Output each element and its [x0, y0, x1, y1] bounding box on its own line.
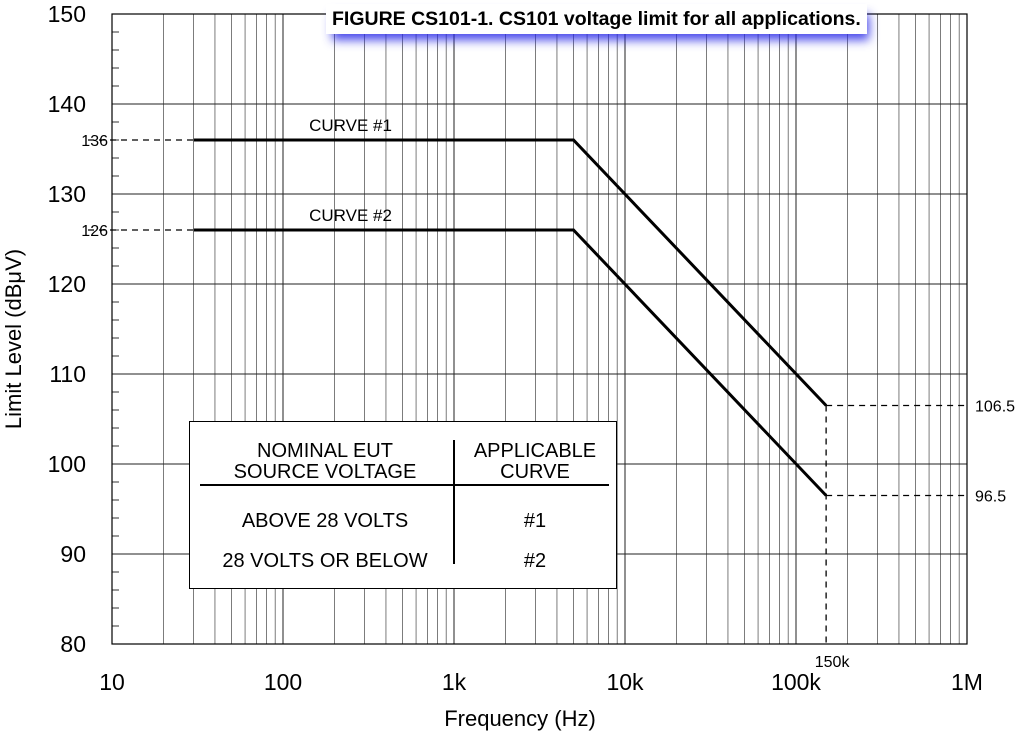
- table-header-curve-line1: APPLICABLE: [473, 440, 597, 462]
- table-header-voltage: NOMINAL EUT SOURCE VOLTAGE: [200, 441, 450, 483]
- curve-1-label: CURVE #1: [309, 116, 392, 135]
- table-row-1-curve: #1: [523, 510, 547, 532]
- table-header-curve-line2: CURVE: [500, 461, 570, 483]
- y-tick-label: 150: [48, 1, 86, 27]
- table-column-divider: [453, 440, 455, 564]
- y-tick-label: 140: [48, 91, 86, 117]
- y-tick-label: 80: [60, 631, 86, 657]
- table-header-curve: APPLICABLE CURVE: [455, 441, 615, 483]
- voltage-curve-table: NOMINAL EUT SOURCE VOLTAGE APPLICABLE CU…: [189, 421, 617, 589]
- table-header-divider: [200, 484, 609, 486]
- curve-2-line: [193, 228, 828, 497]
- table-row-1-voltage: ABOVE 28 VOLTS: [241, 510, 409, 532]
- x-tick-label: 10k: [606, 669, 644, 695]
- y-tick-label: 120: [48, 271, 86, 297]
- y-tick-label: 130: [48, 181, 86, 207]
- right-level-label: 106.5: [975, 399, 1015, 416]
- x-tick-label: 100k: [771, 669, 821, 695]
- y-axis-title: Limit Level (dBμV): [1, 249, 26, 429]
- left-level-label: 136: [81, 133, 108, 150]
- freq-marker-label: 150k: [815, 654, 851, 671]
- table-header-voltage-line2: SOURCE VOLTAGE: [233, 461, 417, 483]
- x-axis-title: Frequency (Hz): [444, 706, 596, 731]
- left-level-label: 126: [81, 223, 108, 240]
- x-tick-label: 1k: [442, 669, 467, 695]
- right-level-label: 96.5: [975, 489, 1006, 506]
- y-tick-label: 100: [48, 451, 86, 477]
- limit-curves: [193, 138, 828, 497]
- x-tick-label: 1M: [951, 669, 983, 695]
- table-header-voltage-line1: NOMINAL EUT: [257, 440, 393, 462]
- curve-2-label: CURVE #2: [309, 206, 392, 225]
- curve-1-line: [193, 138, 828, 407]
- x-tick-label: 10: [99, 669, 125, 695]
- y-tick-label: 110: [49, 361, 86, 387]
- table-row-2-curve: #2: [523, 550, 547, 572]
- figure-title: FIGURE CS101-1. CS101 voltage limit for …: [326, 4, 867, 34]
- table-row-2-voltage: 28 VOLTS OR BELOW: [222, 550, 428, 572]
- x-tick-label: 100: [264, 669, 302, 695]
- reference-lines: [88, 139, 966, 644]
- y-tick-label: 90: [60, 541, 86, 567]
